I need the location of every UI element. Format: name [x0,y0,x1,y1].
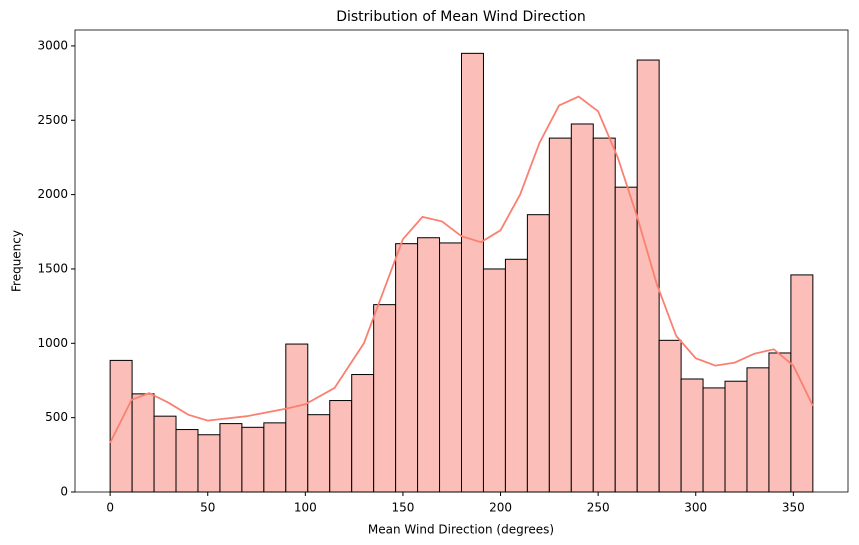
x-axis-label: Mean Wind Direction (degrees) [368,523,554,537]
x-tick-label: 0 [106,501,114,515]
y-tick-label: 2000 [37,187,68,201]
bar [724,380,748,493]
y-tick-label: 1000 [37,336,68,350]
bar [636,59,660,493]
bar [241,426,265,493]
x-tick-label: 100 [294,501,317,515]
bar [131,393,155,493]
x-tick-label: 350 [782,501,805,515]
bar [592,137,616,493]
bar [285,343,309,493]
bar [109,359,133,493]
plot-frame [74,29,849,493]
bar [219,423,243,493]
bar [526,214,550,493]
y-tick-label: 3000 [37,38,68,52]
bar [307,414,331,493]
bar [548,137,572,493]
y-axis-label: Frequency [10,230,24,292]
bar [482,268,506,493]
bar [175,429,199,493]
y-tick-label: 500 [45,410,68,424]
x-tick-label: 50 [200,501,215,515]
bar [351,374,375,493]
bar [373,304,397,493]
bar [680,378,704,493]
bar [768,352,792,493]
kde-line [109,95,814,444]
bar [439,242,462,493]
bar [461,52,484,493]
x-tick-label: 200 [489,501,512,515]
bar [395,243,419,493]
x-tick-label: 150 [391,501,414,515]
bar [570,123,594,493]
chart-title: Distribution of Mean Wind Direction [336,9,586,25]
x-tick-label: 250 [587,501,610,515]
y-tick-label: 2500 [37,113,68,127]
bar [702,387,726,493]
x-tick-label: 300 [684,501,707,515]
bar [263,422,287,493]
y-tick-label: 1500 [37,261,68,275]
bar [417,237,441,493]
bar [658,339,682,493]
bar [504,258,528,493]
bar [197,434,221,493]
bar [614,186,638,493]
y-tick-label: 0 [60,485,68,499]
bar [746,367,770,493]
bar [329,400,353,493]
bar [153,415,177,493]
